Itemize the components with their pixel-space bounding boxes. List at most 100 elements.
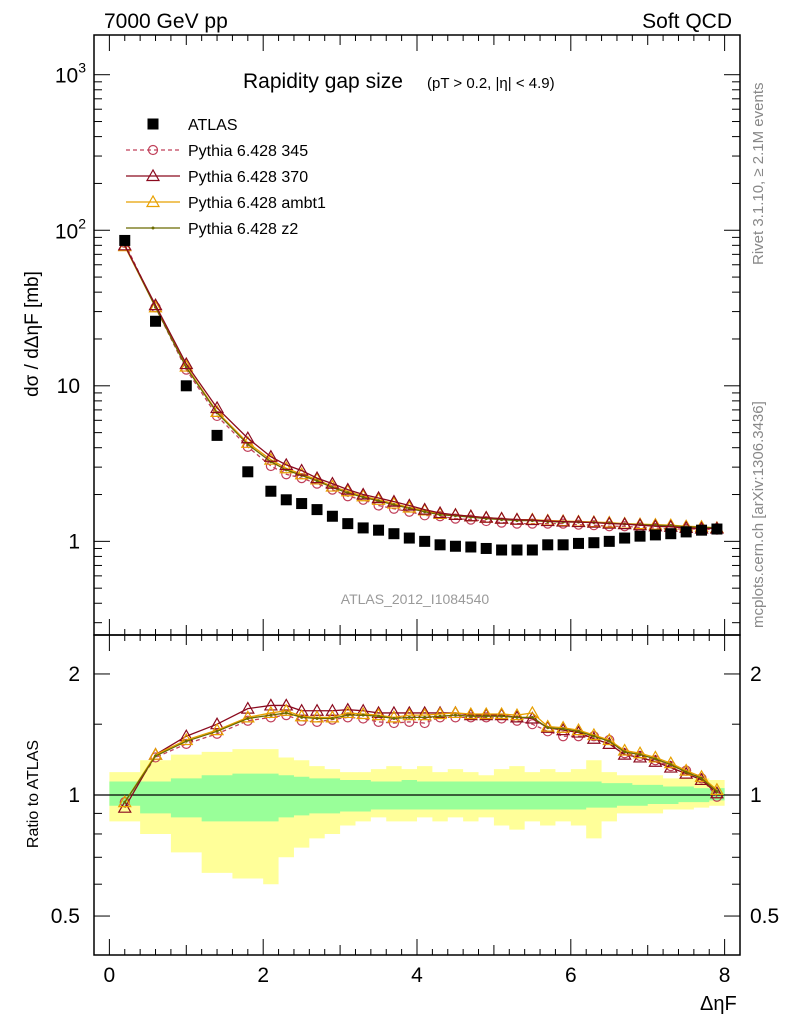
- atlas-point: [211, 429, 223, 441]
- pythia-6-428-z2-point: [377, 499, 381, 503]
- pythia-6-428-345-ratio-point: [527, 719, 538, 730]
- legend: ATLAS Pythia 6.428 345 Pythia 6.428 370 Pyt…: [126, 117, 326, 238]
- legend-label-pythia-6-428-ambt1: Pythia 6.428 ambt1: [188, 195, 326, 212]
- pythia-6-428-370-point: [371, 490, 386, 504]
- pythia-6-428-370-point: [556, 514, 571, 527]
- ratio-y-tick-label: 0.5: [750, 905, 779, 928]
- pythia-6-428-z2-ratio-point: [684, 770, 688, 774]
- pythia-6-428-ambt1-ratio-point: [463, 706, 478, 720]
- pythia-6-428-z2-ratio-point: [154, 754, 158, 758]
- pythia-6-428-z2-ratio-point: [669, 763, 673, 767]
- pythia-6-428-345-line: [124, 242, 717, 531]
- atlas-point: [242, 466, 254, 478]
- legend-marker-pythia-6-428-345: [147, 144, 159, 156]
- pythia-6-428-z2-point: [423, 510, 427, 514]
- pythia-6-428-370-point: [294, 463, 309, 476]
- pythia-6-428-345-point: [481, 515, 492, 527]
- pythia-6-428-ambt1-ratio-point: [648, 750, 663, 763]
- pythia-6-428-z2-ratio-point: [315, 716, 319, 720]
- y-tick-label: 10: [57, 375, 80, 398]
- atlas-point: [119, 234, 131, 246]
- pythia-6-428-370-point: [179, 356, 194, 370]
- pythia-6-428-ambt1-ratio-point: [509, 707, 525, 721]
- main-plot-subtitle: (pT > 0.2, |η| < 4.9): [427, 75, 555, 92]
- pythia-6-428-ambt1-ratio-point: [571, 722, 586, 736]
- pythia-6-428-ambt1-ratio-point: [210, 722, 225, 736]
- atlas-point: [649, 529, 661, 541]
- pythia-6-428-370-point: [479, 510, 494, 523]
- pythia-6-428-ambt1-ratio-point: [586, 727, 601, 741]
- pythia-6-428-z2-point: [438, 513, 442, 517]
- series-pythia-6-428-ambt1: [117, 238, 724, 534]
- pythia-6-428-ambt1-ratio-point: [179, 732, 194, 746]
- pythia-6-428-370-ratio-point: [663, 760, 678, 773]
- pythia-6-428-z2-line: [124, 245, 717, 529]
- pythia-6-428-ambt1-ratio-point: [340, 705, 355, 719]
- pythia-6-428-ambt1-ratio-line: [124, 710, 718, 803]
- pythia-6-428-z2-ratio-point: [453, 713, 457, 717]
- atlas-point: [311, 504, 323, 516]
- pythia-6-428-ambt1-point: [294, 467, 309, 480]
- pythia-6-428-ambt1-ratio-point: [494, 706, 509, 720]
- pythia-6-428-370-point: [340, 482, 355, 495]
- pythia-6-428-z2-ratio-point: [577, 729, 580, 733]
- pythia-6-428-ambt1-ratio-point: [556, 720, 571, 733]
- pythia-6-428-370-point: [417, 502, 432, 515]
- pythia-6-428-z2-ratio-point: [300, 715, 304, 719]
- legend-label-pythia-6-428-370: Pythia 6.428 370: [188, 169, 308, 186]
- pythia-6-428-370-ratio-point: [648, 754, 663, 767]
- uncertainty-band-inner: [109, 773, 725, 822]
- ratio-y-tick-label: 0.5: [51, 905, 80, 928]
- pythia-6-428-ambt1-ratio-point: [356, 706, 371, 720]
- pythia-6-428-370-point: [509, 512, 525, 525]
- pythia-6-428-370-point: [602, 516, 617, 529]
- atlas-point: [180, 380, 192, 392]
- atlas-point: [449, 540, 461, 552]
- pythia-6-428-370-point: [402, 498, 417, 511]
- pythia-6-428-z2-ratio-point: [546, 726, 550, 730]
- pythia-6-428-370-ratio-point: [709, 786, 724, 799]
- y-tick-label: 102: [55, 215, 86, 243]
- pythia-6-428-370-ratio-point: [279, 698, 294, 711]
- pythia-6-428-ambt1-line: [124, 245, 717, 529]
- pythia-6-428-z2-point: [315, 479, 319, 483]
- pythia-6-428-ambt1-ratio-point: [417, 707, 432, 721]
- rivet-version-text: Rivet 3.1.10, ≥ 2.1M events: [750, 83, 767, 266]
- pythia-6-428-ambt1-ratio-point: [433, 706, 448, 720]
- series-pythia-6-428-z2: [123, 243, 719, 530]
- pythia-6-428-z2-ratio-point: [246, 716, 250, 720]
- atlas-point: [526, 544, 538, 556]
- y-tick-label: 1: [68, 530, 80, 553]
- y-tick-label: 103: [55, 60, 86, 88]
- pythia-6-428-z2-ratio-point: [607, 739, 611, 743]
- pythia-6-428-ambt1-ratio-point: [279, 703, 294, 716]
- pythia-6-428-ambt1-ratio-point: [240, 710, 255, 723]
- pythia-6-428-z2-ratio-point: [715, 790, 719, 794]
- x-tick-label: 6: [565, 964, 577, 987]
- pythia-6-428-370-point: [148, 297, 163, 311]
- legend-label-pythia-6-428-345: Pythia 6.428 345: [188, 143, 308, 160]
- atlas-point: [150, 315, 162, 327]
- pythia-6-428-ambt1-ratio-point: [679, 763, 694, 776]
- pythia-6-428-370-ratio-point: [632, 750, 648, 763]
- pythia-6-428-ambt1-ratio-point: [694, 769, 709, 782]
- pythia-6-428-z2-ratio-point: [346, 713, 350, 717]
- pythia-6-428-370-ratio-point: [240, 701, 255, 714]
- pythia-6-428-z2-point: [246, 442, 250, 446]
- pythia-6-428-ambt1-ratio-point: [632, 746, 648, 759]
- atlas-point: [680, 526, 692, 538]
- pythia-6-428-ambt1-point: [279, 461, 294, 474]
- legend-marker-pythia-6-428-z2: [151, 226, 155, 230]
- header-category: Soft QCD: [642, 10, 732, 33]
- pythia-6-428-370-point: [448, 507, 463, 520]
- legend-marker-atlas: [147, 118, 159, 130]
- pythia-6-428-ambt1-ratio-point: [294, 709, 309, 722]
- atlas-point: [388, 528, 400, 540]
- pythia-6-428-370-ratio-point: [294, 703, 309, 716]
- pythia-6-428-370-point: [386, 494, 401, 507]
- pythia-6-428-370-point: [632, 517, 648, 531]
- pythia-6-428-370-point: [617, 516, 632, 530]
- pythia-6-428-z2-ratio-point: [284, 711, 288, 715]
- atlas-point: [557, 539, 569, 551]
- pythia-6-428-ambt1-point: [648, 517, 663, 530]
